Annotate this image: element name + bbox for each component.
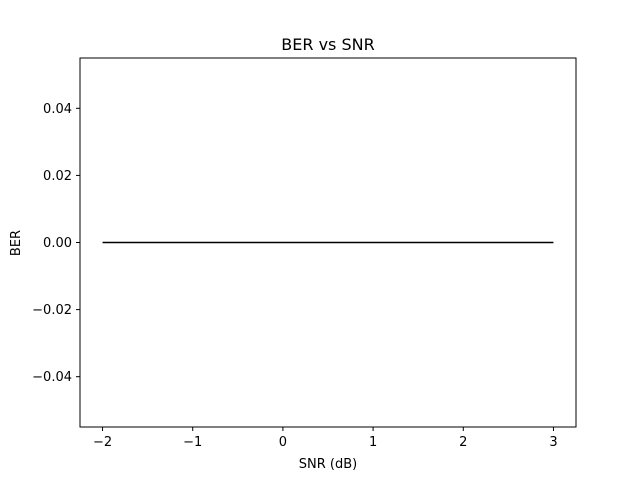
y-tick-label: −0.04 xyxy=(32,370,72,385)
x-tick-label: −2 xyxy=(93,435,112,450)
x-tick-label: 2 xyxy=(459,435,467,450)
x-tick-label: 3 xyxy=(549,435,557,450)
y-tick-label: 0.02 xyxy=(43,169,72,184)
x-axis-label: SNR (dB) xyxy=(299,457,357,472)
y-tick-label: 0.04 xyxy=(43,102,72,117)
x-tick-label: 0 xyxy=(279,435,287,450)
y-tick-label: −0.02 xyxy=(32,303,72,318)
y-tick-label: 0.00 xyxy=(43,236,72,251)
y-axis-label: BER xyxy=(9,230,24,256)
chart-title: BER vs SNR xyxy=(281,35,374,54)
plot-area: −2 −1 0 1 2 3 −0.04 −0.02 0.00 0.02 0.04 xyxy=(32,57,577,450)
x-tick-label: −1 xyxy=(183,435,202,450)
x-tick-label: 1 xyxy=(369,435,377,450)
